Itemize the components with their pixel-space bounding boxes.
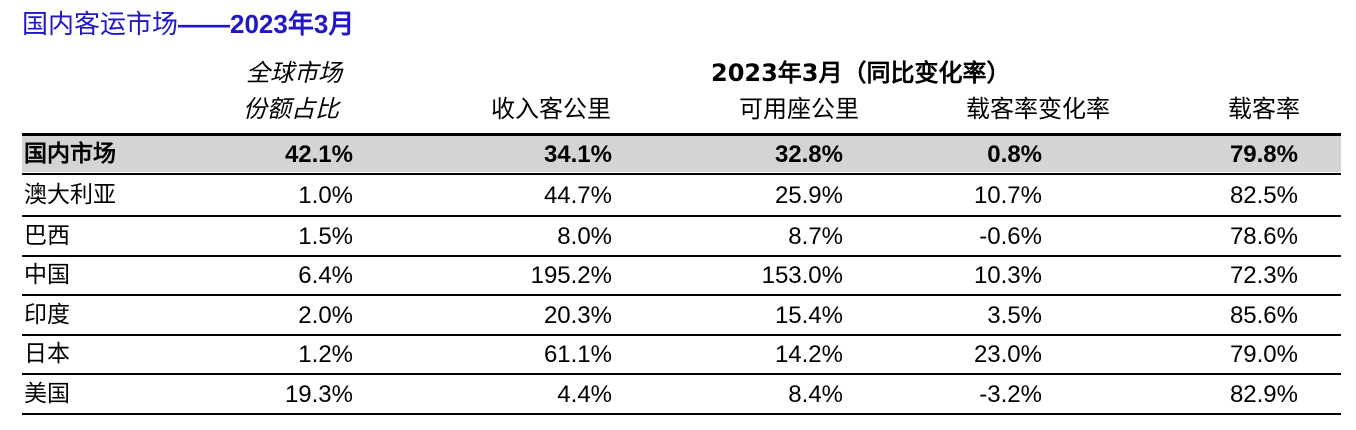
cell-plf-change: 3.5% bbox=[987, 302, 1042, 329]
row-divider bbox=[22, 255, 1341, 257]
cell-rpk: 34.1% bbox=[543, 141, 612, 168]
cell-ask: 14.2% bbox=[774, 341, 843, 368]
cell-ask: 32.8% bbox=[774, 141, 843, 168]
cell-ask: 25.9% bbox=[774, 182, 843, 209]
cell-plf-change: -3.2% bbox=[979, 381, 1042, 408]
cell-plf: 85.6% bbox=[1229, 302, 1298, 329]
table-row: 印度 2.0% 20.3% 15.4% 3.5% 85.6% bbox=[22, 296, 1341, 335]
cell-share: 42.1% bbox=[284, 141, 353, 168]
cell-share: 2.0% bbox=[298, 302, 353, 329]
cell-plf: 78.6% bbox=[1229, 223, 1298, 250]
cell-ask: 8.4% bbox=[788, 381, 843, 408]
cell-plf-change: -0.6% bbox=[979, 223, 1042, 250]
row-divider bbox=[22, 173, 1341, 175]
cell-ask: 15.4% bbox=[774, 302, 843, 329]
title-prefix: 国内客运市场 bbox=[22, 10, 179, 40]
cell-rpk: 44.7% bbox=[543, 182, 612, 209]
table-bottom-rule bbox=[22, 413, 1341, 415]
header-ask: 可用座公里 bbox=[739, 95, 859, 123]
row-name: 美国 bbox=[24, 381, 70, 407]
row-name: 印度 bbox=[24, 302, 70, 328]
cell-plf-change: 0.8% bbox=[987, 141, 1042, 168]
header-share-line1: 全球市场 bbox=[246, 59, 342, 87]
cell-share: 1.5% bbox=[298, 223, 353, 250]
cell-plf: 82.9% bbox=[1229, 381, 1298, 408]
cell-share: 1.0% bbox=[298, 182, 353, 209]
header-rpk: 收入客公里 bbox=[491, 95, 611, 123]
cell-plf: 72.3% bbox=[1229, 262, 1298, 289]
cell-rpk: 8.0% bbox=[557, 223, 612, 250]
page-title: 国内客运市场——2023年3月 bbox=[22, 6, 354, 42]
row-name: 澳大利亚 bbox=[24, 182, 116, 208]
header-share-line2: 份额占比 bbox=[243, 95, 339, 123]
table-row: 美国 19.3% 4.4% 8.4% -3.2% 82.9% bbox=[22, 375, 1341, 414]
cell-plf-change: 10.3% bbox=[973, 262, 1042, 289]
row-name: 日本 bbox=[24, 341, 70, 367]
header-plf: 载客率 bbox=[1228, 95, 1300, 123]
row-name: 国内市场 bbox=[24, 141, 116, 167]
cell-plf: 79.0% bbox=[1229, 341, 1298, 368]
table-row: 巴西 1.5% 8.0% 8.7% -0.6% 78.6% bbox=[22, 217, 1341, 256]
cell-rpk: 4.4% bbox=[557, 381, 612, 408]
row-divider bbox=[22, 373, 1341, 375]
cell-plf: 79.8% bbox=[1229, 141, 1298, 168]
row-divider bbox=[22, 334, 1341, 336]
cell-share: 19.3% bbox=[284, 381, 353, 408]
cell-rpk: 20.3% bbox=[543, 302, 612, 329]
table-row: 国内市场 42.1% 34.1% 32.8% 0.8% 79.8% bbox=[22, 135, 1341, 174]
cell-plf: 82.5% bbox=[1229, 182, 1298, 209]
title-suffix: ——2023年3月 bbox=[178, 9, 355, 39]
table-row: 澳大利亚 1.0% 44.7% 25.9% 10.7% 82.5% bbox=[22, 176, 1341, 215]
cell-rpk: 195.2% bbox=[530, 262, 612, 289]
cell-ask: 153.0% bbox=[761, 262, 843, 289]
header-plf-change: 载客率变化率 bbox=[966, 95, 1110, 123]
cell-share: 6.4% bbox=[298, 262, 353, 289]
table-row: 日本 1.2% 61.1% 14.2% 23.0% 79.0% bbox=[22, 335, 1341, 374]
row-divider bbox=[22, 294, 1341, 296]
cell-ask: 8.7% bbox=[788, 223, 843, 250]
header-group-label: 2023年3月（同比变化率） bbox=[711, 59, 1011, 87]
row-name: 中国 bbox=[24, 262, 70, 288]
table-row: 中国 6.4% 195.2% 153.0% 10.3% 72.3% bbox=[22, 256, 1341, 295]
row-name: 巴西 bbox=[24, 223, 70, 249]
cell-plf-change: 10.7% bbox=[973, 182, 1042, 209]
cell-rpk: 61.1% bbox=[543, 341, 612, 368]
table-top-rule bbox=[22, 133, 1341, 136]
row-divider bbox=[22, 215, 1341, 217]
highlight-row-bg bbox=[22, 136, 1341, 172]
cell-plf-change: 23.0% bbox=[973, 341, 1042, 368]
cell-share: 1.2% bbox=[298, 341, 353, 368]
